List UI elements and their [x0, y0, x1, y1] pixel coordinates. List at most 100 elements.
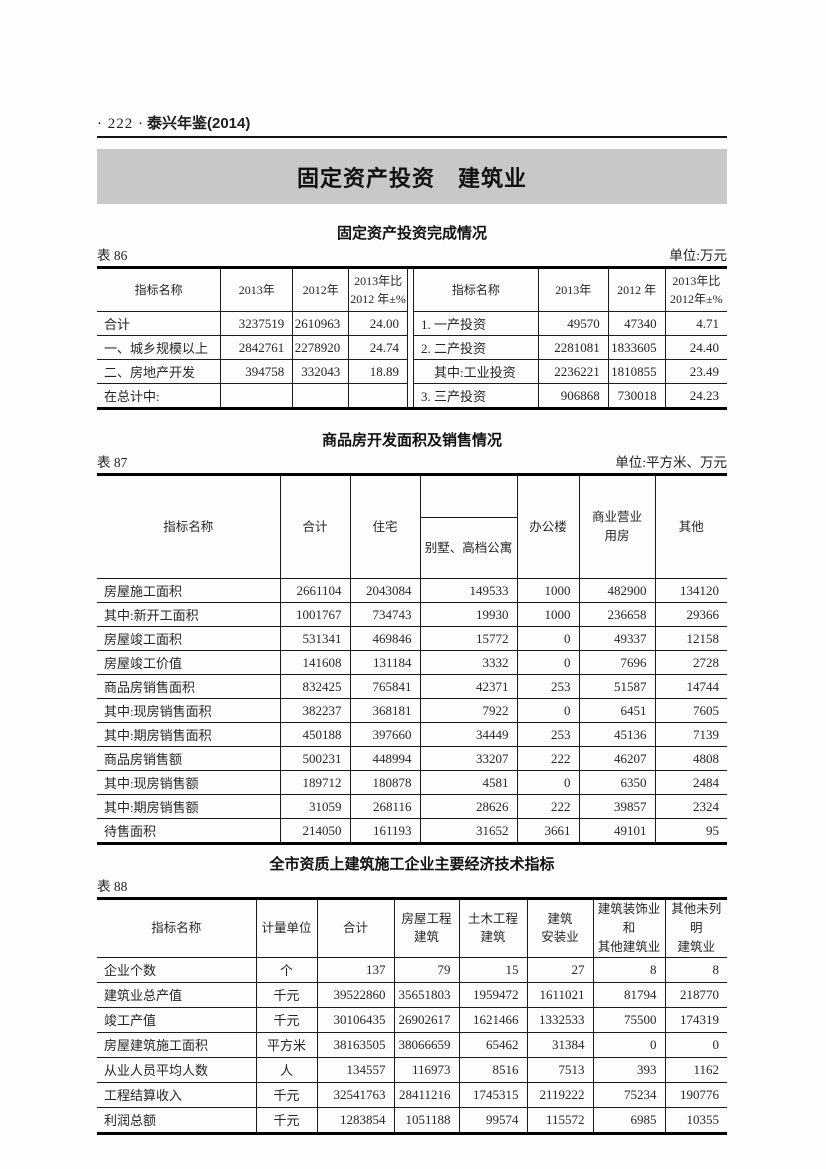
table-cell: 42371	[419, 674, 518, 700]
table-cell: 1000	[516, 578, 580, 604]
table-cell: 332043	[292, 359, 350, 384]
table-cell: 10355	[664, 1106, 727, 1134]
table-cell: 二、房地产开发	[97, 359, 222, 384]
table-cell	[292, 383, 350, 409]
table-cell: 其中:现房销售额	[97, 770, 281, 796]
table-cell: 利润总额	[97, 1106, 257, 1134]
table-cell: 1051188	[393, 1106, 460, 1134]
table-cell: 7139	[654, 722, 727, 748]
table-cell: 工程结算收入	[97, 1081, 257, 1108]
empty-subheader	[421, 495, 516, 518]
table-cell: 房屋施工面积	[97, 578, 281, 604]
table-cell: 其中:工业投资	[413, 359, 539, 384]
table-cell: 730018	[607, 383, 666, 409]
table-cell: 15772	[419, 626, 518, 652]
table87-unit: 单位:平方米、万元	[615, 455, 727, 470]
column-header: 住宅	[349, 473, 421, 580]
section-banner-title: 固定资产投资 建筑业	[296, 165, 527, 191]
table-cell: 95	[654, 818, 727, 845]
table-cell: 0	[516, 698, 580, 724]
table87-label: 表 87	[97, 455, 128, 470]
table-cell: 2236221	[537, 359, 609, 384]
table-cell: 35651803	[393, 981, 460, 1008]
table-cell: 在总计中:	[97, 383, 222, 409]
column-header: 土木工程 建筑	[458, 898, 528, 958]
table-cell: 其中:现房销售面积	[97, 698, 281, 724]
column-header: 2013年	[220, 267, 294, 312]
table-cell: 394758	[220, 359, 294, 384]
table-cell: 28411216	[393, 1081, 460, 1108]
table-cell: 2281081	[537, 335, 609, 360]
table-cell: 2. 二产投资	[413, 335, 539, 360]
header-rule	[97, 136, 727, 138]
table-row: 二、房地产开发 394758 332043 18.89	[97, 359, 408, 384]
table-cell: 382237	[279, 698, 351, 724]
table-cell: 253	[516, 722, 580, 748]
table-cell: 33207	[419, 746, 518, 772]
header-row: 指标名称 合计 住宅 别墅、高档公寓 办公楼 商业营业 用房 其他	[97, 473, 727, 580]
table-cell: 19930	[419, 602, 518, 628]
table-cell: 99574	[458, 1106, 528, 1134]
table-cell: 千元	[255, 1006, 318, 1033]
page-header: · 222 · 泰兴年鉴(2014)	[97, 112, 727, 132]
table-cell: 1001767	[279, 602, 351, 628]
header-row: 指标名称 计量单位 合计 房屋工程 建筑 土木工程 建筑 建筑 安装业 建筑装饰…	[97, 898, 727, 958]
table-cell: 218770	[664, 981, 727, 1008]
table-cell: 236658	[578, 602, 656, 628]
table-row: 其中:工业投资 2236221 1810855 23.49	[413, 359, 727, 384]
table-cell: 4808	[654, 746, 727, 772]
table-cell: 137	[316, 956, 395, 983]
table-cell: 4.71	[664, 311, 727, 336]
table-cell: 7513	[526, 1056, 594, 1083]
table-cell: 131184	[349, 650, 421, 676]
table-cell: 190776	[664, 1081, 727, 1108]
header-row: 指标名称 2013年 2012年 2013年比 2012 年±%	[97, 267, 408, 312]
table-cell: 1162	[664, 1056, 727, 1083]
table-cell: 1332533	[526, 1006, 594, 1033]
table-row: 1. 一产投资 49570 47340 4.71	[413, 311, 727, 336]
column-header: 合计	[279, 473, 351, 580]
table-cell: 房屋竣工面积	[97, 626, 281, 652]
table-cell: 906868	[537, 383, 609, 409]
table-cell: 商品房销售额	[97, 746, 281, 772]
table-cell: 34449	[419, 722, 518, 748]
table-cell: 38163505	[316, 1031, 395, 1058]
table-cell: 46207	[578, 746, 656, 772]
table-cell: 2842761	[220, 335, 294, 360]
table87-title: 商品房开发面积及销售情况	[321, 432, 502, 449]
column-header: 其他未列明 建筑业	[664, 898, 727, 958]
book-title: 泰兴年鉴(2014)	[147, 115, 251, 132]
table-cell: 3661	[516, 818, 580, 845]
column-header: 指标名称	[97, 898, 257, 958]
table86-title: 固定资产投资完成情况	[336, 225, 487, 242]
column-header: 2013年比 2012年±%	[664, 267, 727, 312]
table-cell: 39522860	[316, 981, 395, 1008]
table-cell: 51587	[578, 674, 656, 700]
table-cell: 32541763	[316, 1081, 395, 1108]
table86-meta: 表 86 单位:万元	[97, 246, 727, 264]
table-cell: 千元	[255, 981, 318, 1008]
table-cell: 79	[393, 956, 460, 983]
table-cell: 个	[255, 956, 318, 983]
table-cell: 734743	[349, 602, 421, 628]
table-cell: 竣工产值	[97, 1006, 257, 1033]
section-banner: 固定资产投资 建筑业	[97, 149, 727, 204]
table-row: 一、城乡规模以上 2842761 2278920 24.74	[97, 335, 408, 360]
table87: 指标名称 合计 住宅 别墅、高档公寓 办公楼 商业营业 用房 其他 房屋施工面积…	[97, 473, 727, 846]
column-header: 指标名称	[97, 267, 222, 312]
table-cell: 千元	[255, 1081, 318, 1108]
table-cell: 75234	[592, 1081, 666, 1108]
table-cell: 134120	[654, 578, 727, 604]
table-cell: 6985	[592, 1106, 666, 1134]
table-cell: 222	[516, 794, 580, 820]
table-cell: 214050	[279, 818, 351, 845]
table88-meta: 表 88	[97, 877, 727, 895]
table-cell: 0	[592, 1031, 666, 1058]
table-cell: 469846	[349, 626, 421, 652]
table-cell: 4581	[419, 770, 518, 796]
column-header: 2013年比 2012 年±%	[348, 267, 408, 312]
table-cell: 14744	[654, 674, 727, 700]
table-cell: 千元	[255, 1106, 318, 1134]
table-cell: 1621466	[458, 1006, 528, 1033]
